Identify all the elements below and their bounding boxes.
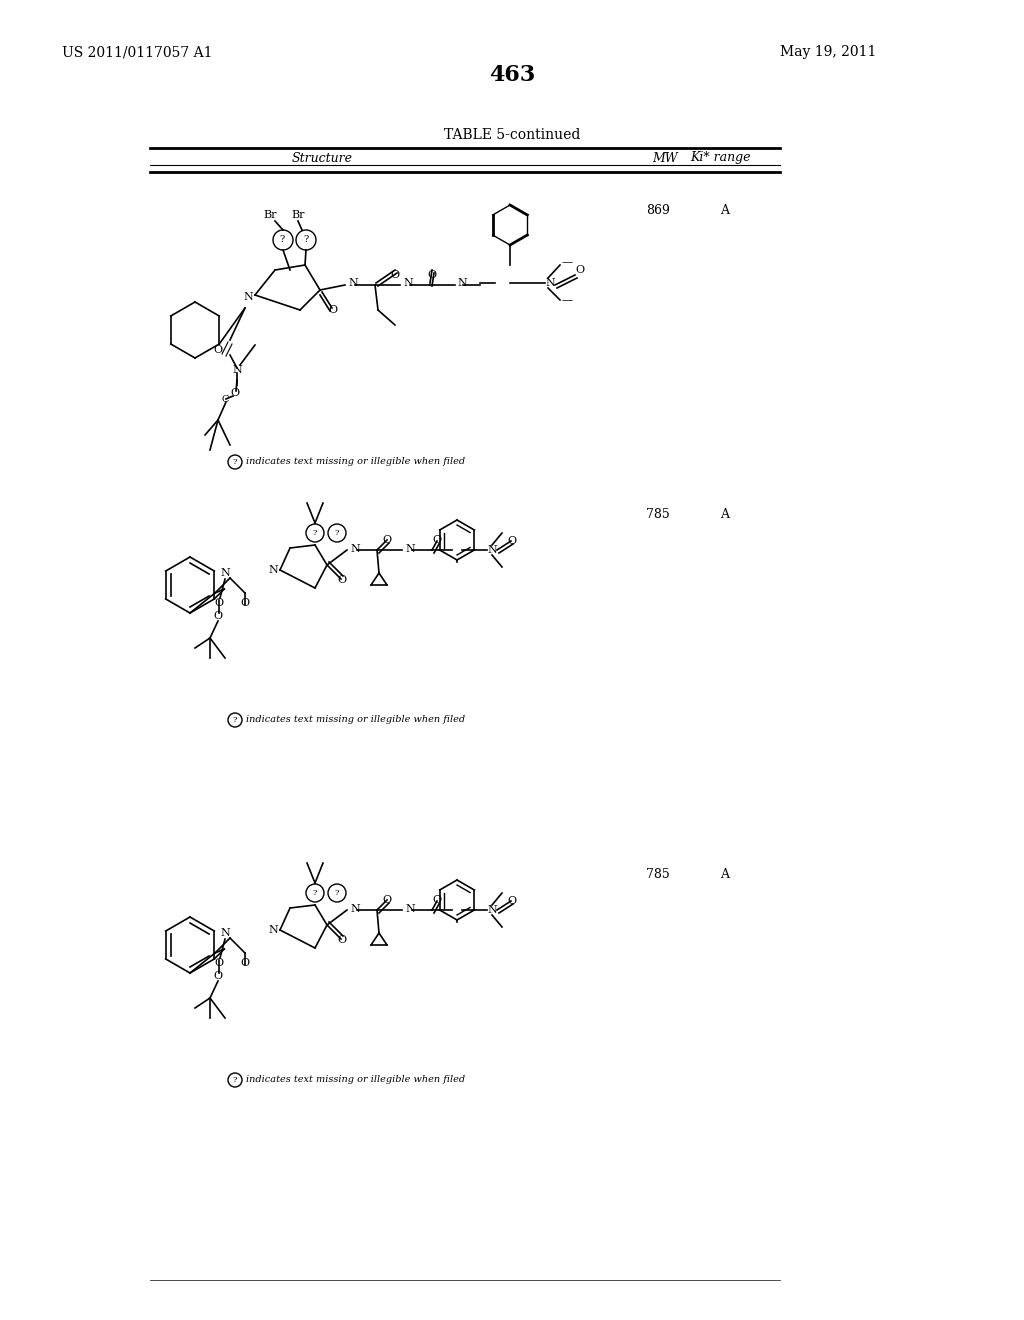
Text: N: N	[268, 565, 278, 576]
Text: —: —	[562, 257, 573, 267]
Text: N: N	[220, 568, 229, 578]
Text: 869: 869	[646, 203, 670, 216]
Text: O: O	[338, 576, 346, 585]
Text: N: N	[350, 904, 359, 913]
Text: N: N	[220, 928, 229, 939]
Text: O: O	[382, 535, 391, 545]
Text: A: A	[721, 508, 729, 521]
Text: N: N	[545, 279, 555, 288]
Text: N: N	[487, 545, 497, 554]
Text: O: O	[213, 972, 222, 981]
Text: O: O	[214, 958, 223, 968]
Text: Br: Br	[263, 210, 276, 220]
Text: O: O	[329, 305, 338, 315]
Text: N: N	[268, 925, 278, 935]
Text: N: N	[403, 279, 413, 288]
Text: O: O	[338, 935, 346, 945]
Text: N: N	[348, 279, 357, 288]
Text: N: N	[457, 279, 467, 288]
Text: O: O	[432, 535, 441, 545]
Text: ?: ?	[335, 529, 339, 537]
Text: indicates text missing or illegible when filed: indicates text missing or illegible when…	[246, 458, 465, 466]
Text: N: N	[406, 904, 415, 913]
Text: O: O	[508, 536, 516, 546]
Text: May 19, 2011: May 19, 2011	[780, 45, 877, 59]
Text: 463: 463	[488, 63, 536, 86]
Text: N: N	[487, 906, 497, 915]
Text: MW: MW	[652, 152, 678, 165]
Text: A: A	[721, 869, 729, 882]
Text: O: O	[432, 895, 441, 906]
Text: C: C	[221, 396, 228, 404]
Text: ?: ?	[232, 715, 238, 723]
Text: O: O	[230, 388, 240, 399]
Text: indicates text missing or illegible when filed: indicates text missing or illegible when…	[246, 715, 465, 725]
Text: US 2011/0117057 A1: US 2011/0117057 A1	[62, 45, 213, 59]
Text: indicates text missing or illegible when filed: indicates text missing or illegible when…	[246, 1076, 465, 1085]
Text: ?: ?	[335, 888, 339, 898]
Text: 785: 785	[646, 869, 670, 882]
Text: ?: ?	[312, 529, 317, 537]
Text: TABLE 5-continued: TABLE 5-continued	[443, 128, 581, 143]
Text: ?: ?	[312, 888, 317, 898]
Text: Br: Br	[291, 210, 305, 220]
Text: —: —	[562, 294, 573, 305]
Text: ?: ?	[232, 458, 238, 466]
Text: O: O	[241, 958, 250, 968]
Text: O: O	[427, 271, 436, 280]
Text: N: N	[232, 366, 242, 375]
Text: Structure: Structure	[292, 152, 352, 165]
Text: N: N	[350, 544, 359, 554]
Text: ?: ?	[280, 235, 285, 244]
Text: N: N	[244, 292, 253, 302]
Text: O: O	[214, 598, 223, 609]
Text: N: N	[406, 544, 415, 554]
Text: O: O	[575, 265, 585, 275]
Text: Ki* range: Ki* range	[690, 152, 751, 165]
Text: O: O	[390, 271, 399, 280]
Text: O: O	[213, 611, 222, 620]
Text: O: O	[508, 896, 516, 906]
Text: O: O	[241, 598, 250, 609]
Text: O: O	[213, 345, 222, 355]
Text: O: O	[382, 895, 391, 906]
Text: ?: ?	[232, 1076, 238, 1084]
Text: A: A	[721, 203, 729, 216]
Text: 785: 785	[646, 508, 670, 521]
Text: ?: ?	[303, 235, 308, 244]
